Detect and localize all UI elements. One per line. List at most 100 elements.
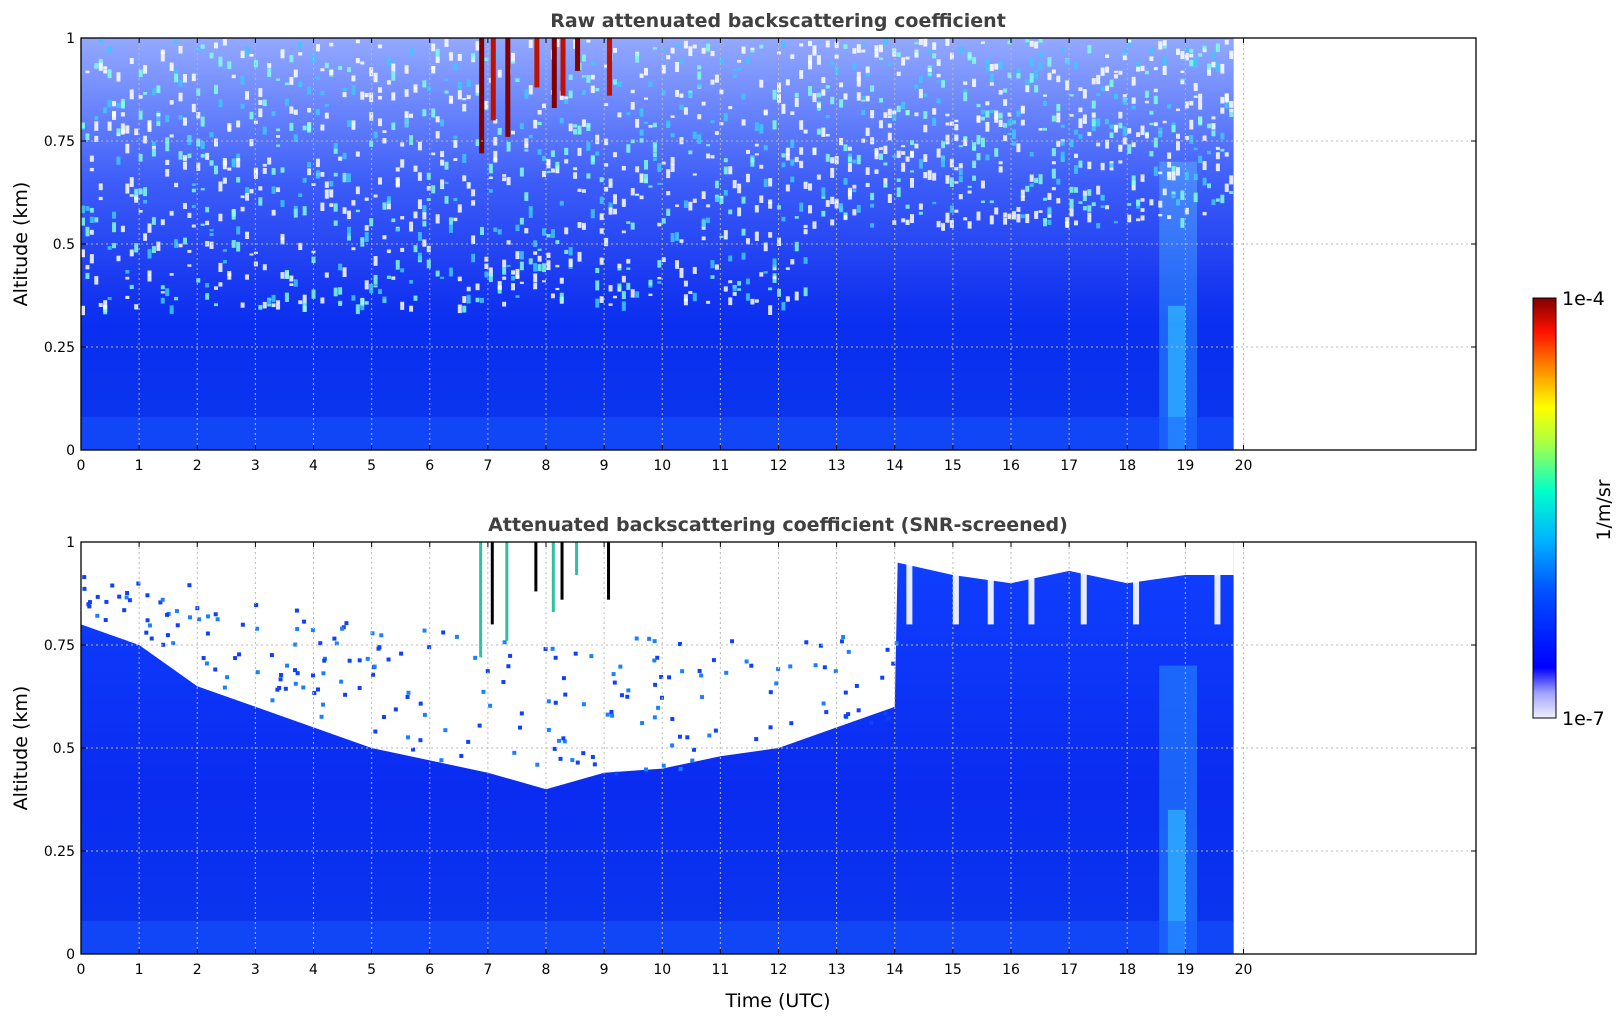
screened-speck xyxy=(213,612,218,617)
noise-speck xyxy=(271,168,276,175)
noise-speck xyxy=(236,241,241,252)
screened-speck xyxy=(552,746,557,751)
noise-speck xyxy=(320,68,325,72)
noise-speck xyxy=(972,175,977,181)
noise-speck xyxy=(1207,183,1212,189)
noise-speck xyxy=(213,165,218,175)
noise-speck xyxy=(209,160,214,166)
noise-speck xyxy=(608,303,613,306)
noise-speck xyxy=(488,163,493,174)
noise-speck xyxy=(1131,76,1136,86)
noise-speck xyxy=(741,196,746,204)
y-tick-label: 0.75 xyxy=(44,134,75,150)
noise-speck xyxy=(723,286,728,292)
noise-speck xyxy=(178,115,183,120)
noise-speck xyxy=(143,135,148,144)
noise-speck xyxy=(839,203,844,213)
noise-speck xyxy=(573,167,578,171)
noise-speck xyxy=(1100,67,1105,76)
noise-speck xyxy=(1131,180,1136,191)
noise-speck xyxy=(191,103,196,113)
noise-speck xyxy=(1109,161,1114,165)
noise-speck xyxy=(923,124,928,133)
noise-speck xyxy=(799,160,804,169)
noise-speck xyxy=(284,82,289,86)
noise-speck xyxy=(954,167,959,171)
noise-speck xyxy=(878,153,883,160)
noise-speck xyxy=(972,146,977,151)
noise-speck xyxy=(178,45,183,54)
noise-speck xyxy=(989,64,994,72)
noise-speck xyxy=(688,150,693,155)
noise-speck xyxy=(945,212,950,223)
noise-speck xyxy=(1175,167,1180,176)
noise-speck xyxy=(537,110,542,115)
noise-speck xyxy=(816,103,821,108)
noise-speck xyxy=(710,275,715,279)
noise-speck xyxy=(240,206,245,212)
noise-speck xyxy=(258,100,263,105)
noise-speck xyxy=(457,204,462,213)
noise-speck xyxy=(302,294,307,304)
noise-speck xyxy=(262,167,267,174)
noise-speck xyxy=(236,120,241,128)
noise-speck xyxy=(790,139,795,148)
noise-speck xyxy=(1042,218,1047,227)
noise-speck xyxy=(963,89,968,94)
grid-lines xyxy=(81,38,1476,450)
noise-speck xyxy=(994,63,999,70)
screened-speck xyxy=(160,597,165,602)
noise-speck xyxy=(1038,210,1043,213)
noise-speck xyxy=(129,177,134,188)
noise-speck xyxy=(360,237,365,247)
noise-speck xyxy=(985,121,990,132)
noise-speck xyxy=(617,283,622,290)
noise-speck xyxy=(417,252,422,261)
noise-speck xyxy=(1136,66,1141,72)
noise-speck xyxy=(901,151,906,155)
noise-speck xyxy=(1215,152,1220,160)
data-streak xyxy=(1167,809,1186,954)
screened-speck xyxy=(502,640,507,645)
noise-speck xyxy=(865,167,870,175)
screened-speck xyxy=(854,683,859,688)
noise-speck xyxy=(555,165,560,174)
noise-speck xyxy=(825,153,830,162)
noise-speck xyxy=(781,103,786,114)
noise-speck xyxy=(475,139,480,147)
screened-speck xyxy=(418,738,423,743)
screened-gap xyxy=(987,542,994,625)
screened-speck xyxy=(677,642,682,647)
noise-speck xyxy=(143,91,148,95)
noise-speck xyxy=(112,211,117,219)
noise-speck xyxy=(143,199,148,204)
noise-speck xyxy=(670,47,675,54)
noise-speck xyxy=(440,179,445,190)
noise-speck xyxy=(666,208,671,216)
noise-speck xyxy=(386,249,391,254)
screened-speck xyxy=(188,615,193,620)
noise-speck xyxy=(1038,174,1043,185)
noise-speck xyxy=(236,158,241,168)
screened-speck xyxy=(161,642,166,647)
y-tick-label: 1 xyxy=(66,535,75,551)
noise-speck xyxy=(413,84,418,90)
noise-speck xyxy=(1180,80,1185,85)
noise-speck xyxy=(524,149,529,152)
screened-speck xyxy=(824,710,829,715)
noise-speck xyxy=(856,71,861,82)
noise-speck xyxy=(936,148,941,158)
noise-speck xyxy=(315,44,320,52)
noise-speck xyxy=(169,210,174,216)
noise-speck xyxy=(156,90,161,94)
screened-speck xyxy=(165,612,170,617)
noise-speck xyxy=(816,174,821,180)
noise-speck xyxy=(652,158,657,161)
noise-speck xyxy=(1091,118,1096,127)
noise-speck xyxy=(391,92,396,101)
noise-speck xyxy=(1042,127,1047,131)
noise-speck xyxy=(178,243,183,248)
noise-speck xyxy=(107,246,112,250)
noise-speck xyxy=(200,116,205,127)
noise-speck xyxy=(1042,94,1047,97)
